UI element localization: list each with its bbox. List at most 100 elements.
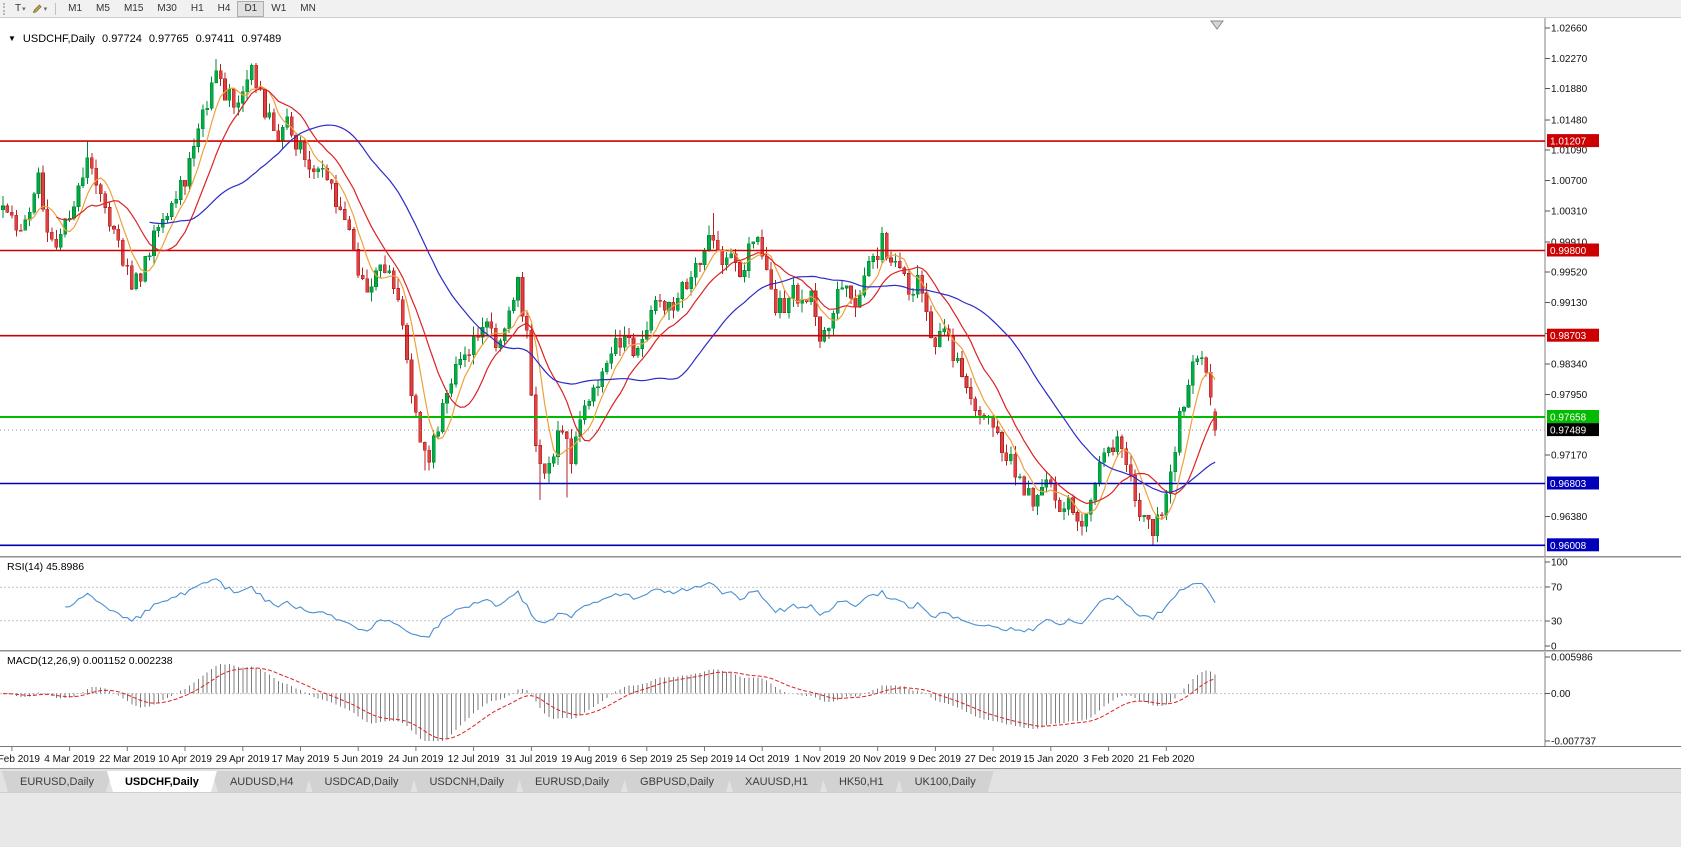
svg-text:0.97658: 0.97658 [1550, 413, 1587, 424]
svg-text:0.96008: 0.96008 [1550, 541, 1587, 552]
svg-text:29 Apr 2019: 29 Apr 2019 [216, 754, 270, 765]
svg-text:25 Sep 2019: 25 Sep 2019 [676, 754, 733, 765]
svg-text:0.99800: 0.99800 [1550, 246, 1587, 257]
tab-label: AUDUSD,H4 [229, 775, 294, 788]
svg-text:14 Oct 2019: 14 Oct 2019 [735, 754, 790, 765]
chart-tab-audusd-h4[interactable]: AUDUSD,H4 [212, 771, 312, 792]
timeframe-group: M1 M5 M15 M30 H1 H4 D1 W1 MN [61, 0, 323, 17]
tab-label: USDCAD,Daily [324, 775, 399, 788]
svg-text:6 Sep 2019: 6 Sep 2019 [621, 754, 673, 765]
tab-label: EURUSD,Daily [20, 775, 94, 788]
svg-text:1.01090: 1.01090 [1551, 146, 1588, 157]
status-bar-area [0, 792, 1681, 847]
chart-tabs-bar: EURUSD,Daily USDCHF,Daily AUDUSD,H4 USDCAD,… [0, 768, 1681, 792]
price-line-labels: 1.01207 0.99800 0.98703 0.97658 0.96803 0.960… [1547, 134, 1599, 552]
macd-axis: 0.005986 0.00 -0.007737 [1544, 652, 1596, 747]
svg-text:1.00700: 1.00700 [1551, 176, 1588, 187]
svg-text:27 Dec 2019: 27 Dec 2019 [965, 754, 1022, 765]
chevron-down-icon: ▾ [43, 5, 48, 13]
chart-tab-eurusd-daily[interactable]: EURUSD,Daily [2, 771, 112, 792]
svg-text:0.97170: 0.97170 [1551, 450, 1588, 461]
chart-tab-hk50-h1[interactable]: HK50,H1 [821, 771, 902, 792]
timeframe-button-h4[interactable]: H4 [217, 3, 231, 14]
svg-text:1.02660: 1.02660 [1551, 24, 1588, 35]
timeframe-button-mn[interactable]: MN [300, 3, 316, 14]
svg-text:3 Feb 2020: 3 Feb 2020 [1083, 754, 1134, 765]
svg-text:22 Mar 2019: 22 Mar 2019 [99, 754, 156, 765]
timeframe-button-m1[interactable]: M1 [68, 3, 83, 14]
svg-text:1.01207: 1.01207 [1550, 137, 1587, 148]
svg-text:12 Jul 2019: 12 Jul 2019 [448, 754, 500, 765]
chart-tab-usdcnh-daily[interactable]: USDCNH,Daily [411, 771, 522, 792]
svg-text:0.005986: 0.005986 [1551, 653, 1593, 664]
chevron-down-icon: ▾ [22, 5, 26, 13]
tab-label: GBPUSD,Daily [640, 775, 714, 788]
rsi-axis: 100 70 30 0 [1544, 558, 1568, 651]
svg-text:13 Feb 2019: 13 Feb 2019 [0, 754, 40, 765]
panel-splitter[interactable] [0, 556, 1681, 558]
svg-text:0.98340: 0.98340 [1551, 360, 1588, 371]
horizontal-lines [0, 140, 1545, 547]
svg-text:70: 70 [1551, 583, 1563, 594]
svg-text:0.97950: 0.97950 [1551, 390, 1588, 401]
svg-text:1.01880: 1.01880 [1551, 84, 1588, 95]
svg-text:0.96380: 0.96380 [1551, 512, 1588, 523]
svg-text:15 Jan 2020: 15 Jan 2020 [1023, 754, 1078, 765]
tab-label: USDCHF,Daily [124, 775, 199, 788]
svg-text:19 Aug 2019: 19 Aug 2019 [561, 754, 618, 765]
chart-tab-usdchf-daily[interactable]: USDCHF,Daily [107, 771, 217, 792]
chart-tab-eurusd-daily[interactable]: EURUSD,Daily [517, 771, 627, 792]
chart-tab-usdcad-daily[interactable]: USDCAD,Daily [307, 771, 417, 792]
svg-text:0: 0 [1551, 642, 1557, 651]
svg-text:0.98703: 0.98703 [1550, 331, 1587, 342]
svg-text:1.02270: 1.02270 [1551, 54, 1588, 65]
svg-text:20 Nov 2019: 20 Nov 2019 [849, 754, 906, 765]
tab-label: HK50,H1 [838, 775, 884, 788]
svg-text:4 Mar 2019: 4 Mar 2019 [44, 754, 95, 765]
svg-text:0.00: 0.00 [1551, 689, 1571, 700]
timeframe-button-m30[interactable]: M30 [157, 3, 177, 14]
pencil-icon [32, 4, 42, 13]
rsi-line [65, 578, 1216, 638]
svg-text:30: 30 [1551, 616, 1563, 627]
svg-text:0.99130: 0.99130 [1551, 298, 1588, 309]
svg-text:31 Jul 2019: 31 Jul 2019 [506, 754, 558, 765]
svg-text:10 Apr 2019: 10 Apr 2019 [158, 754, 212, 765]
svg-text:17 May 2019: 17 May 2019 [272, 754, 330, 765]
timeframe-button-d1[interactable]: D1 [237, 0, 265, 17]
chart-shift-marker [1210, 20, 1224, 30]
tab-label: UK100,Daily [914, 775, 976, 788]
svg-text:0.99520: 0.99520 [1551, 268, 1588, 279]
svg-text:1.01480: 1.01480 [1551, 115, 1588, 126]
chart-tab-gbpusd-daily[interactable]: GBPUSD,Daily [622, 771, 732, 792]
svg-text:21 Feb 2020: 21 Feb 2020 [1138, 754, 1195, 765]
text-tool-label: T [15, 3, 22, 14]
timeframe-button-m15[interactable]: M15 [123, 3, 144, 14]
chart-tab-uk100-daily[interactable]: UK100,Daily [897, 771, 994, 792]
svg-text:0.97489: 0.97489 [1550, 426, 1587, 437]
tab-label: EURUSD,Daily [535, 775, 610, 788]
timeframe-button-h1[interactable]: H1 [190, 3, 204, 14]
timeframe-button-w1[interactable]: W1 [271, 3, 287, 14]
timeframe-button-m5[interactable]: M5 [96, 3, 110, 14]
svg-text:-0.007737: -0.007737 [1551, 737, 1596, 747]
macd-signal-line [2, 667, 1216, 740]
text-tool-button[interactable]: T ▾ [12, 1, 29, 17]
macd-indicator-panel[interactable]: 0.005986 0.00 -0.007737 [0, 652, 1681, 746]
svg-text:0.99910: 0.99910 [1551, 237, 1588, 248]
svg-text:5 Jun 2019: 5 Jun 2019 [333, 754, 383, 765]
toolbar-grip[interactable] [3, 2, 8, 15]
macd-histogram [6, 664, 1216, 741]
moving-averages [25, 85, 1216, 521]
draw-tool-button[interactable]: ▾ [29, 1, 51, 17]
rsi-indicator-panel[interactable]: 100 70 30 0 [0, 558, 1681, 650]
chart-tab-xauusd-h1[interactable]: XAUUSD,H1 [727, 771, 826, 792]
svg-text:0.96803: 0.96803 [1550, 479, 1587, 490]
panel-splitter[interactable] [0, 650, 1681, 652]
toolbar: T ▾ ▾ M1 M5 M15 M30 H1 H4 D1 W1 MN [0, 0, 1681, 18]
main-price-chart[interactable]: 1.02660 1.02270 1.01880 1.01480 1.01090 1.007… [0, 18, 1681, 556]
tab-label: USDCNH,Daily [429, 775, 505, 788]
